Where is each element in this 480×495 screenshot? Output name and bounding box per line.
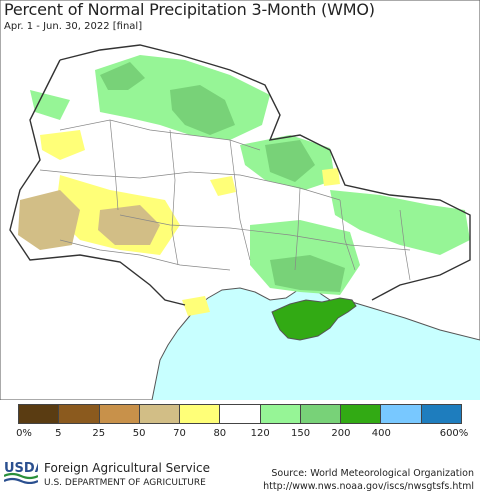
- green-region-west: [30, 90, 70, 120]
- legend-swatch: [341, 405, 382, 423]
- legend-tick-label: 70: [173, 428, 186, 439]
- map-subtitle: Apr. 1 - Jun. 30, 2022 [final]: [4, 21, 143, 32]
- source-url[interactable]: http://www.nws.noaa.gov/iscs/nwsgtsfs.ht…: [263, 481, 474, 492]
- legend-tick-label: 600%: [439, 428, 469, 439]
- legend-tick-label: 150: [290, 428, 311, 439]
- usda-logo-text: USDA: [4, 461, 38, 476]
- green-region-east: [330, 190, 470, 255]
- legend-swatch: [59, 405, 100, 423]
- darkgreen-region-north: [170, 85, 235, 135]
- crimea-region: [271, 297, 357, 341]
- map-title: Percent of Normal Precipitation 3-Month …: [4, 0, 375, 19]
- legend-tick-label: 400: [371, 428, 391, 439]
- country-border-west: [9, 59, 186, 306]
- yellow-region-west: [40, 130, 85, 160]
- yellow-spot-south: [182, 296, 210, 316]
- legend-swatch: [19, 405, 60, 423]
- legend-tick-label: 120: [250, 428, 270, 439]
- tan-region-center-south: [98, 205, 160, 245]
- legend-tick-label: 0%: [16, 428, 32, 439]
- color-legend: 0% 5 25 50 70 80 120 150 200 400 600%: [16, 404, 468, 440]
- legend-swatch: [180, 405, 221, 423]
- legend-tick-label: 80: [213, 428, 227, 439]
- legend-swatch: [300, 405, 342, 423]
- legend-tick-label: 200: [331, 428, 351, 439]
- darkgreen-region-northeast: [265, 140, 315, 182]
- precipitation-map: [0, 0, 480, 400]
- legend-tick-label: 25: [92, 428, 106, 439]
- legend-swatch: [139, 405, 181, 423]
- legend-swatch: [99, 405, 140, 423]
- yellow-spot-center: [210, 176, 236, 196]
- tan-region-southwest: [18, 190, 80, 250]
- darkgreen-region-nw: [100, 62, 145, 90]
- legend-swatch: [260, 405, 301, 423]
- agency-name: Foreign Agricultural Service: [44, 461, 210, 475]
- darkgreen-region-southeast: [270, 255, 345, 292]
- department-name: U.S. DEPARTMENT OF AGRICULTURE: [44, 478, 206, 488]
- legend-swatch: [421, 405, 461, 423]
- usda-logo: USDA: [4, 461, 38, 484]
- country-border: [59, 44, 471, 301]
- province-borders: [39, 119, 411, 281]
- yellow-spot-east: [322, 168, 340, 186]
- legend-swatch: [381, 405, 422, 423]
- source-text: Source: World Meteorological Organizatio…: [271, 468, 474, 479]
- legend-swatches: [18, 404, 462, 424]
- legend-tick-label: 50: [132, 428, 146, 439]
- footer: USDA Foreign Agricultural Service U.S. D…: [0, 455, 480, 495]
- legend-swatch: [220, 405, 261, 423]
- legend-tick-label: 5: [55, 428, 62, 439]
